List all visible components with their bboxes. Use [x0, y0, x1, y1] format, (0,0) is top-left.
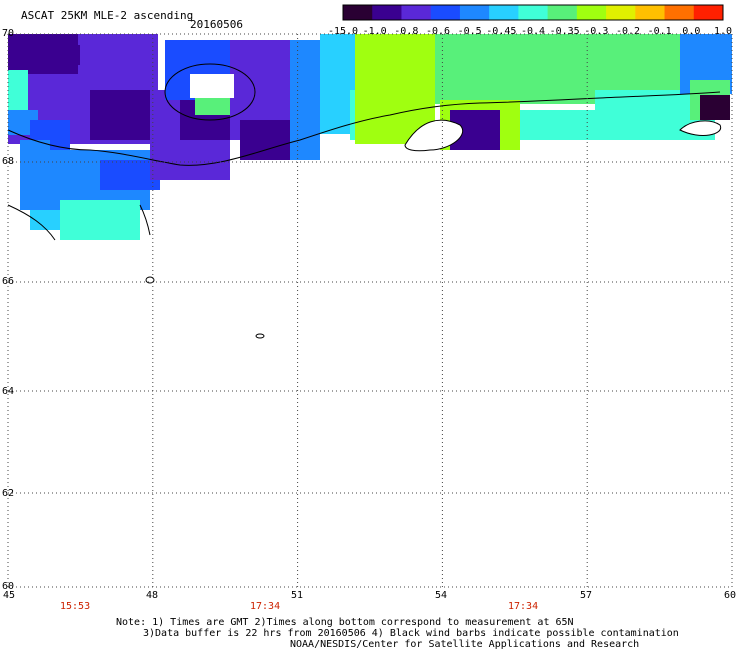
colorbar: [342, 4, 724, 21]
colorbar-frame: [342, 4, 724, 21]
swath-cell: [40, 45, 80, 65]
time-label-1: 15:53: [60, 601, 91, 612]
colorbar-swatch: [401, 5, 432, 20]
colorbar-tick-label: -0.35: [549, 26, 580, 37]
coastline-south: [7, 204, 151, 241]
colorbar-swatch: [518, 5, 549, 20]
swath-cell: [355, 34, 435, 144]
product-date: 20160506: [190, 18, 243, 31]
colorbar-tick-label: -1.0: [362, 26, 387, 37]
lon-label-51: 51: [291, 590, 304, 601]
island-outline-east: [679, 120, 722, 136]
swath-cell: [90, 90, 160, 140]
island-outline: [404, 119, 463, 152]
colorbar-swatch: [606, 5, 636, 20]
product-title: ASCAT 25KM MLE-2 ascending: [21, 9, 194, 22]
colorbar-swatch: [576, 5, 607, 20]
lon-label-48: 48: [146, 590, 159, 601]
colorbar-tick-label: -0.45: [486, 26, 517, 37]
missing-data-patch: [190, 74, 234, 98]
lake-outline: [164, 63, 256, 121]
footer-note-1: Note: 1) Times are GMT 2)Times along bot…: [116, 617, 574, 628]
colorbar-tick-label: -0.4: [520, 26, 546, 37]
swath-cell: [290, 40, 320, 160]
colorbar-swatch: [372, 5, 402, 20]
lat-label-68: 68: [2, 156, 15, 167]
colorbar-tick-label: 0.0: [682, 26, 701, 37]
colorbar-swatch: [343, 5, 373, 20]
colorbar-tick-label: -0.8: [394, 26, 419, 37]
swath-cell: [8, 70, 28, 110]
colorbar-tick-label: -0.5: [457, 26, 482, 37]
colorbar-tick-label: -0.1: [647, 26, 672, 37]
small-island: [145, 276, 155, 284]
colorbar-tick-label: -0.6: [425, 26, 451, 37]
swath-cell: [435, 34, 595, 104]
colorbar-tick-label: 1.0: [713, 26, 733, 37]
lat-label-62: 62: [2, 488, 15, 499]
lon-label-54: 54: [435, 590, 448, 601]
footer-credit: NOAA/NESDIS/Center for Satellite Applica…: [290, 639, 640, 650]
colorbar-swatch: [664, 5, 695, 20]
lat-label-64: 64: [2, 386, 15, 397]
swath-cell: [520, 110, 600, 140]
colorbar-swatch: [547, 5, 578, 20]
colorbar-swatch: [635, 5, 666, 20]
swath-cell: [30, 210, 60, 230]
lat-label-70: 70: [2, 28, 15, 39]
footer-note-2: 3)Data buffer is 22 hrs from 20160506 4)…: [143, 628, 679, 639]
colorbar-tick-label: -0.2: [615, 26, 641, 37]
lon-label-45: 45: [3, 590, 16, 601]
small-island: [255, 333, 265, 339]
coastline: [7, 91, 721, 166]
time-label-2: 17:34: [250, 601, 281, 612]
swath-cell: [60, 200, 140, 240]
colorbar-swatch: [489, 5, 519, 20]
colorbar-swatch: [430, 5, 461, 20]
colorbar-swatch: [693, 5, 724, 20]
lat-label-60: 60: [2, 581, 15, 592]
lon-label-57: 57: [580, 590, 593, 601]
swath-cell: [700, 95, 730, 120]
time-label-3: 17:34: [508, 601, 539, 612]
swath-layer: [8, 34, 732, 240]
lat-label-66: 66: [2, 276, 15, 287]
lon-label-60: 60: [724, 590, 737, 601]
colorbar-tick-label: -0.3: [584, 26, 609, 37]
colorbar-swatch: [459, 5, 490, 20]
colorbar-tick-label: -15.0: [327, 26, 359, 37]
